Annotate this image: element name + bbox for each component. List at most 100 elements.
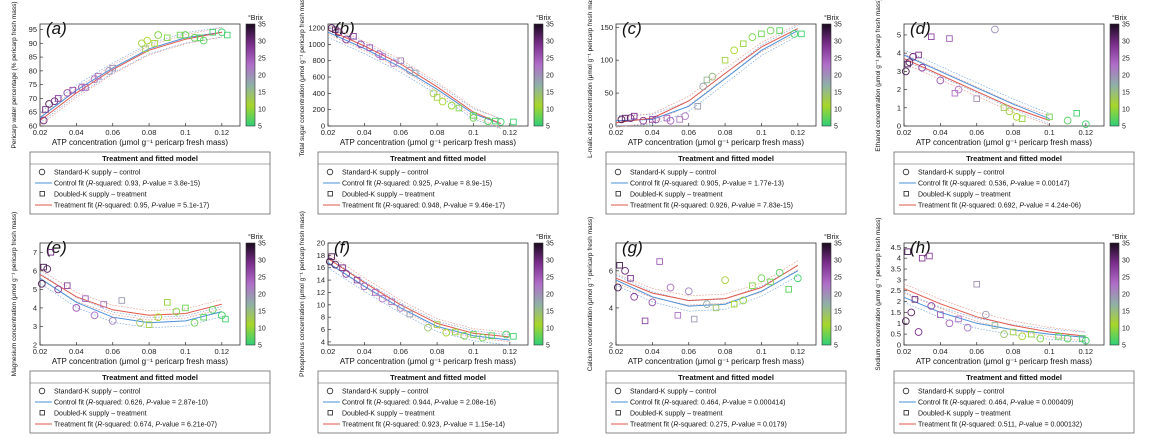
control-ci-lower [39,37,222,124]
x-tick-label: 0.02 [897,347,912,356]
treatment-fit-line [327,29,501,125]
x-tick-label: 0.06 [969,128,984,137]
control-point [327,24,336,32]
colorbar-title: °Brix [1112,14,1127,22]
treatment-point [1009,328,1017,336]
colorbar-tick-label: 10 [1122,326,1130,333]
colorbar-tick-label: 25 [258,56,266,63]
legend-treatment-fit-label: Treatment fit (R-squared: 0.923, P-value… [342,422,505,429]
y-tick-label: 8 [321,313,325,322]
treatment-point [798,30,805,38]
legend-box [29,151,271,215]
x-axis-label: ATP concentration (μmol g⁻¹ pericarp fre… [340,138,516,147]
treatment-point [372,289,379,296]
y-tick-label: 10 [317,300,325,309]
colorbar-tick-label: 30 [834,258,842,265]
colorbar-title: °Brix [536,233,551,241]
treatment-point [328,253,335,260]
panel-b: 0.02 0.04 0.06 0.08 0.1 0.12 0 200 400 600 800 1000… [299,0,559,215]
panel-label: (b) [334,19,355,38]
colorbar-tick-label: 30 [1122,39,1130,46]
colorbar [245,23,256,127]
legend-title: Treatment and fitted model [102,154,198,163]
colorbar-tick-label: 35 [546,22,554,29]
control-point [739,296,748,305]
control-point [389,59,398,68]
treatment-point [224,31,231,39]
x-tick-label: 0.06 [969,347,984,356]
legend-standard-label: Standard-K supply – control [630,170,717,177]
control-point [378,294,387,303]
control-point [438,97,447,106]
colorbar-tick-label: 15 [1122,90,1130,97]
colorbar-tick-label: 5 [258,124,262,131]
x-tick-label: 0.02 [321,128,336,137]
colorbar-tick-label: 30 [834,39,842,46]
x-axis-label: ATP concentration (μmol g⁻¹ pericarp fre… [628,138,804,147]
treatment-point [676,116,683,123]
y-tick-label: 1.5 [891,308,901,317]
control-point [907,308,916,317]
control-ci-upper [327,26,501,119]
treatment-ci-upper [903,53,1050,117]
treatment-point [164,34,171,42]
colorbar-tick-label: 20 [258,292,266,299]
x-tick-label: 0.12 [503,128,518,137]
legend-standard-label: Standard-K supply – control [54,389,141,396]
colorbar [533,23,544,127]
control-point [77,83,86,92]
y-tick-label: 2 [897,85,901,94]
plot-area [615,242,817,346]
treatment-point [379,53,386,60]
colorbar-tick-label: 35 [1122,241,1130,248]
legend-doubled-label: Doubled-K supply – treatment [918,411,1011,418]
panel-label: (h) [910,238,931,257]
legend-standard-label: Standard-K supply – control [342,170,429,177]
x-tick-label: 0.12 [1079,128,1094,137]
treatment-point [350,32,357,40]
x-tick-label: 0.12 [791,128,806,137]
x-tick-label: 0.06 [393,347,408,356]
x-axis-label: ATP concentration (μmol g⁻¹ pericarp fre… [52,357,228,366]
treatment-point [776,27,783,34]
legend-box [893,151,1135,215]
legend-doubled-label: Doubled-K supply – treatment [342,192,435,199]
legend-box [605,151,847,215]
y-tick-label: 100 [600,56,613,65]
treatment-point [712,304,720,312]
control-point [621,266,629,275]
control-point [172,307,181,316]
colorbar-tick-label: 15 [546,309,554,316]
treatment-fit-line [903,288,1086,337]
control-point [72,304,81,312]
x-tick-label: 0.02 [33,347,48,356]
legend-title: Treatment and fitted model [102,373,198,382]
y-tick-label: 400 [312,89,325,98]
y-axis-label: Total sugar concentration (μmol g⁻¹ peri… [299,0,306,156]
control-ci-upper [903,49,1050,114]
control-point [356,40,365,49]
plot-area [903,242,1105,346]
x-tick-label: 0.08 [718,347,733,356]
plot-area [327,23,529,127]
treatment-point [151,40,158,47]
treatment-point [142,45,149,53]
legend-control-fit-label: Control fit (R-squared: 0.464, P-value =… [918,400,1073,407]
control-point [981,310,990,319]
colorbar-tick-label: 10 [546,326,554,333]
colorbar-tick-label: 20 [258,73,266,80]
x-tick-label: 0.06 [105,128,120,137]
treatment-point [1073,109,1080,117]
colorbar-tick-label: 15 [258,90,266,97]
colorbar-tick-label: 15 [834,309,842,316]
control-point [136,318,144,327]
treatment-point [973,95,980,102]
treatment-point [492,117,499,125]
treatment-point [915,51,922,59]
treatment-point [366,44,374,51]
control-ci-lower [903,302,1086,343]
colorbar-tick-label: 10 [258,107,266,114]
control-point [909,52,917,61]
x-tick-label: 0.02 [897,128,912,137]
legend-control-marker-icon [902,168,910,176]
